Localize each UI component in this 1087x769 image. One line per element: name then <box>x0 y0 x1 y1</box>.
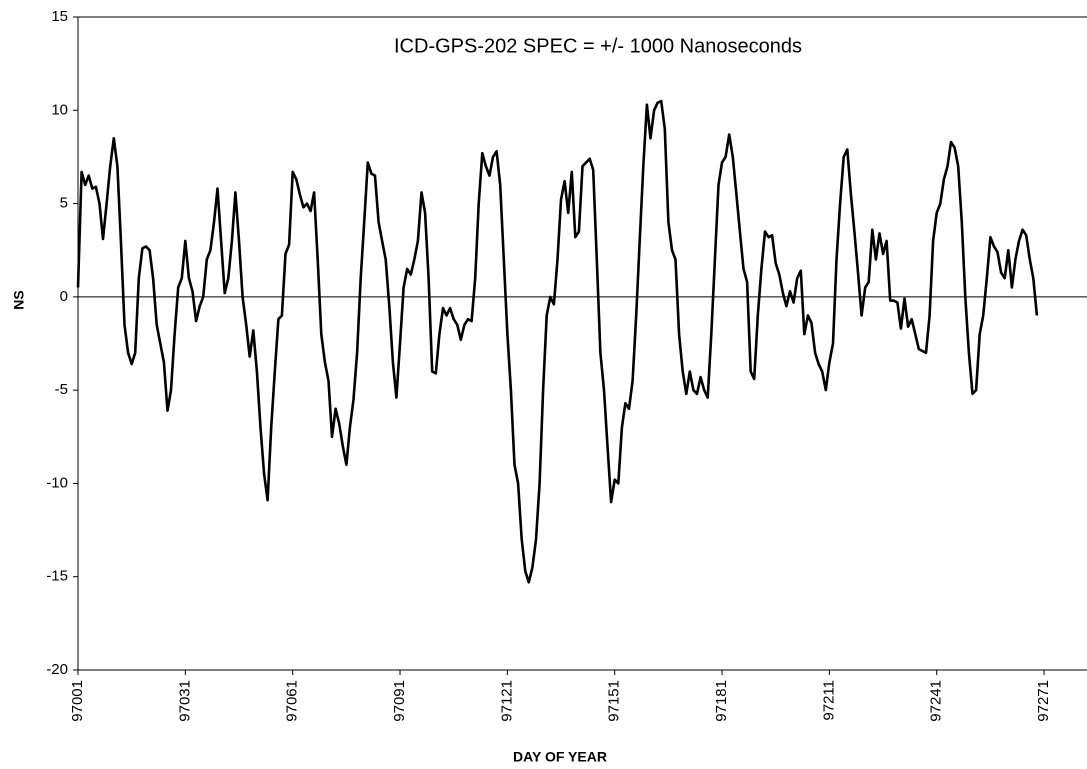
x-tick-label: 97241 <box>928 680 945 722</box>
x-tick-label: 97271 <box>1035 680 1052 722</box>
y-tick-label: -20 <box>46 661 68 678</box>
y-tick-label: 10 <box>51 101 68 118</box>
x-tick-label: 97121 <box>498 680 515 722</box>
y-tick-label: 0 <box>60 288 68 305</box>
y-tick-label: 15 <box>51 8 68 25</box>
y-tick-label: -10 <box>46 474 68 491</box>
y-tick-label: -5 <box>55 381 68 398</box>
data-line <box>76 99 1039 584</box>
y-axis-title: NS <box>11 290 27 309</box>
x-tick-label: 97091 <box>391 680 408 722</box>
y-tick-label: -15 <box>46 568 68 585</box>
chart-title: ICD-GPS-202 SPEC = +/- 1000 Nanoseconds <box>394 35 802 57</box>
x-tick-label: 97151 <box>606 680 623 722</box>
x-tick-label: 97181 <box>713 680 730 722</box>
x-tick-label: 97001 <box>69 680 86 722</box>
y-tick-label: 5 <box>60 195 68 212</box>
x-tick-label: 97031 <box>176 680 193 722</box>
x-axis-title: DAY OF YEAR <box>513 749 607 765</box>
x-tick-label: 97061 <box>284 680 301 722</box>
x-tick-label: 97211 <box>820 680 837 721</box>
